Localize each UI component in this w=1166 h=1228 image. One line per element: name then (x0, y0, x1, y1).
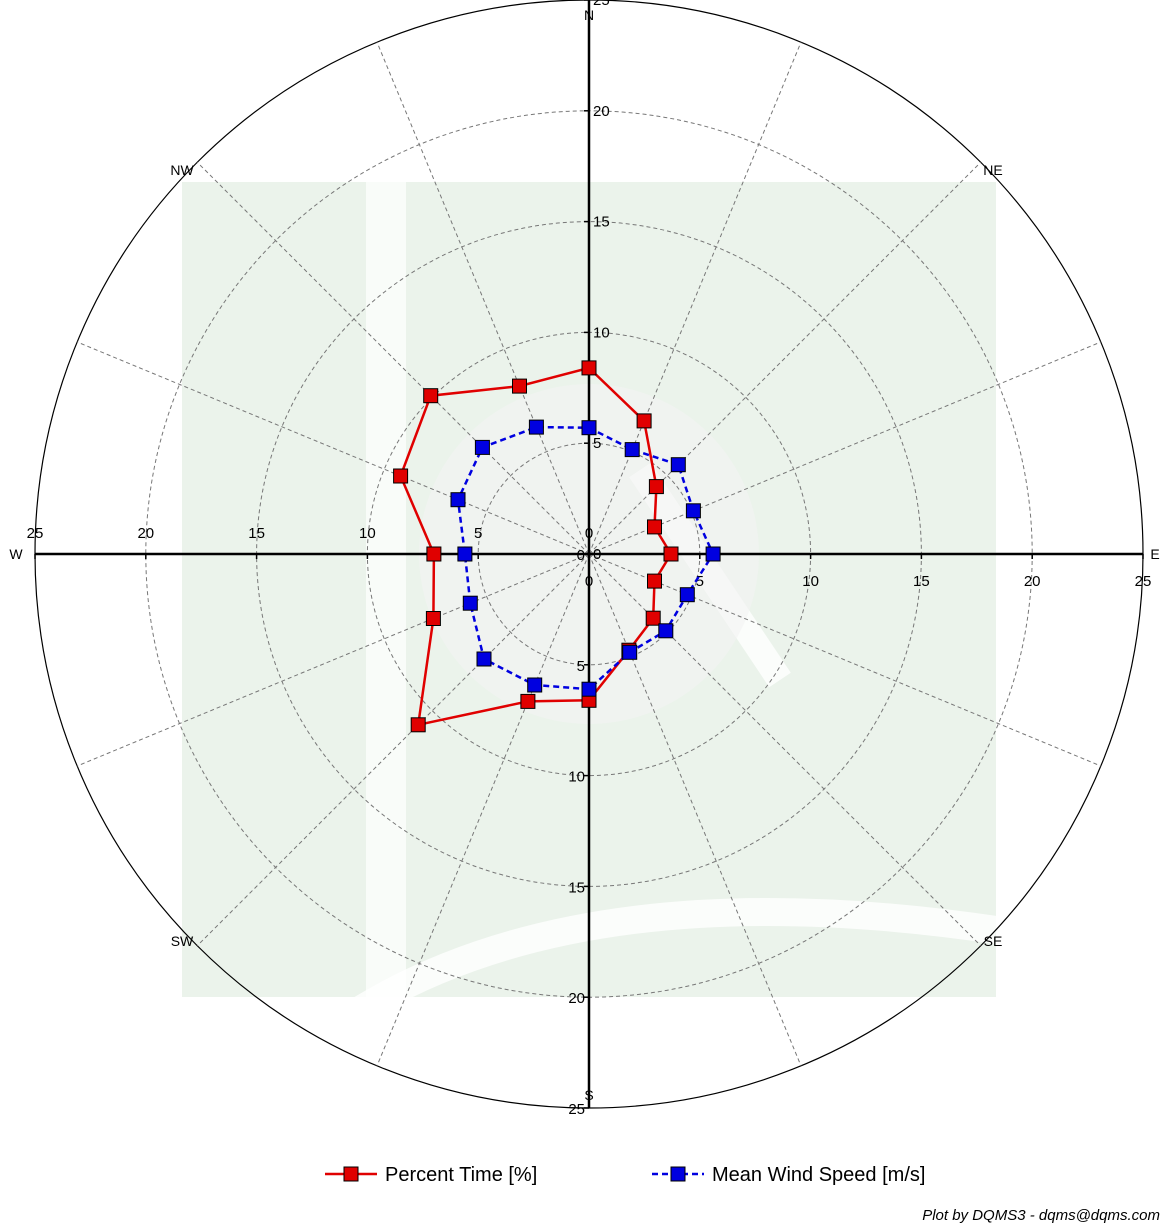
series-1-point-0 (581, 420, 597, 436)
tick-label-east-15: 15 (913, 573, 930, 590)
series-0-point-4 (663, 546, 679, 562)
tick-label-west-10: 10 (359, 525, 376, 542)
legend-percent-label: Percent Time [%] (385, 1164, 537, 1186)
direction-label-w: W (9, 546, 23, 562)
tick-label-east-25: 25 (1135, 573, 1152, 590)
tick-label-south-0: 0 (577, 547, 585, 564)
direction-label-n: N (584, 7, 594, 23)
direction-labels: N NE E SE S SW W NW (9, 7, 1159, 1103)
watermark-wave (352, 898, 999, 1022)
direction-label-e: E (1150, 546, 1159, 562)
series-1-point-13 (450, 492, 466, 508)
legend-speed-label: Mean Wind Speed [m/s] (712, 1164, 925, 1186)
grid-spoke-112.5 (588, 553, 1102, 767)
tick-label-east-0: 0 (585, 573, 593, 590)
tick-label-south-10: 10 (568, 769, 585, 786)
legend-speed-marker (670, 1166, 686, 1182)
tick-label-east-20: 20 (1024, 573, 1041, 590)
series-0-point-0 (581, 360, 597, 376)
tick-label-north-15: 15 (593, 214, 610, 231)
direction-label-nw: NW (170, 162, 194, 178)
tick-label-west-0: 0 (585, 525, 593, 542)
grid-spoke-22.5 (588, 41, 802, 555)
direction-label-s: S (584, 1087, 593, 1103)
series-0-point-15 (512, 378, 527, 394)
grid-spoke-67.5 (588, 341, 1102, 555)
series-0-point-1 (636, 413, 652, 429)
grid-spoke-225 (196, 553, 590, 947)
grid-spoke-157.5 (588, 553, 802, 1067)
tick-label-west-25: 25 (27, 525, 44, 542)
tick-label-north-0: 0 (593, 546, 601, 563)
tick-label-south-25: 25 (568, 1101, 585, 1118)
tick-label-west-15: 15 (248, 525, 265, 542)
grid-spoke-247.5 (76, 553, 590, 767)
tick-label-south-20: 20 (568, 990, 585, 1007)
watermark-stripe (366, 182, 406, 997)
series-0-point-14 (423, 388, 439, 404)
series-1-point-14 (474, 439, 490, 455)
series-1-point-9 (527, 677, 543, 693)
series-0-point-2 (648, 479, 664, 495)
series-1-point-8 (581, 681, 597, 697)
series-1-point-3 (685, 503, 701, 519)
series-0-point-13 (393, 468, 409, 484)
series-1-point-11 (462, 595, 478, 611)
series-1-point-15 (528, 419, 544, 435)
series-0-point-3 (647, 519, 662, 535)
series-0-point-5 (647, 573, 662, 589)
grid-spoke-337.5 (376, 41, 590, 555)
series-0-point-12 (426, 546, 442, 562)
series-0-point-10 (410, 717, 426, 733)
series-0-point-11 (425, 611, 441, 626)
tick-label-west-5: 5 (474, 525, 482, 542)
tick-label-north-20: 20 (593, 103, 610, 120)
series-1-point-12 (457, 546, 473, 562)
grid-spoke-202.5 (376, 553, 590, 1067)
tick-label-east-5: 5 (696, 573, 704, 590)
legend-percent-marker (343, 1166, 359, 1182)
direction-label-se: SE (984, 933, 1003, 949)
series-0-point-9 (520, 693, 536, 709)
tick-label-north-25: 25 (593, 0, 610, 9)
data-series (393, 360, 721, 733)
tick-label-south-15: 15 (568, 879, 585, 896)
series-1-point-7 (622, 644, 638, 660)
grid-spoke-315 (196, 161, 590, 555)
series-1-point-2 (670, 457, 686, 473)
plot-credit: Plot by DQMS3 - dqms@dqms.com (922, 1207, 1160, 1224)
series-1-point-1 (624, 442, 640, 458)
grid-spoke-292.5 (76, 341, 590, 555)
tick-label-north-10: 10 (593, 324, 610, 341)
direction-label-sw: SW (171, 933, 194, 949)
series-1-point-5 (679, 587, 695, 603)
series-1-point-6 (658, 623, 674, 639)
series-1-point-4 (705, 546, 721, 562)
cross-axes (34, 0, 1144, 1109)
series-0-point-6 (645, 610, 661, 626)
tick-label-east-10: 10 (802, 573, 819, 590)
legend: Percent Time [%] Mean Wind Speed [m/s] (325, 1164, 925, 1186)
series-1-point-10 (476, 651, 492, 667)
direction-label-ne: NE (983, 162, 1002, 178)
tick-label-north-5: 5 (593, 435, 601, 452)
tick-label-south-5: 5 (577, 658, 585, 675)
tick-label-west-20: 20 (137, 525, 154, 542)
